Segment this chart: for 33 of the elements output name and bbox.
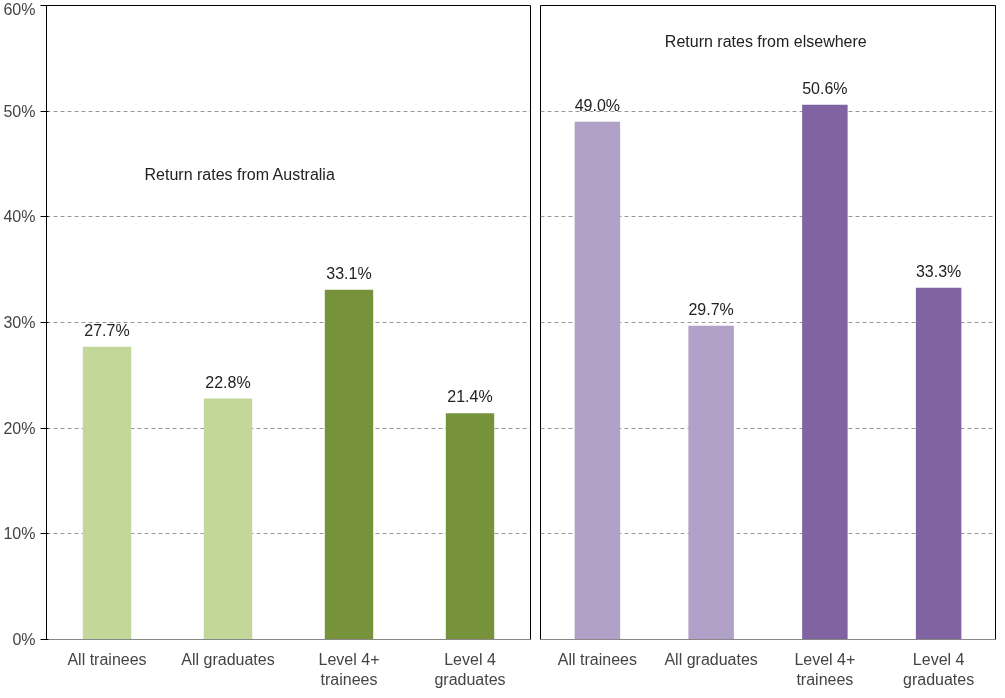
- bar: [688, 325, 734, 640]
- y-tick-label: 30%: [3, 314, 36, 331]
- y-tick-label: 0%: [12, 631, 36, 648]
- x-tick-label: Level 4 graduates: [434, 650, 506, 688]
- data-label: 49.0%: [574, 96, 621, 114]
- bar: [915, 287, 962, 640]
- x-tick-label: Level 4+ trainees: [794, 650, 856, 688]
- bar: [82, 346, 132, 640]
- x-tick-label: All trainees: [557, 650, 637, 668]
- data-label: 33.3%: [915, 262, 962, 280]
- y-tick-label: 40%: [3, 208, 36, 226]
- bar: [445, 413, 495, 640]
- data-label: 33.1%: [326, 264, 372, 282]
- y-tick-label: 50%: [3, 102, 36, 120]
- y-tick-label: 20%: [3, 419, 36, 437]
- bar: [802, 104, 848, 640]
- bar: [203, 398, 253, 640]
- data-label: 50.6%: [802, 79, 848, 97]
- y-tick-label: 60%: [3, 0, 36, 18]
- x-tick-label: All graduates: [664, 650, 758, 668]
- x-tick-label: Level 4+ trainees: [318, 650, 380, 688]
- x-tick-label: Level 4 graduates: [903, 650, 975, 688]
- data-label: 27.7%: [84, 321, 130, 339]
- x-tick-label: All graduates: [181, 650, 275, 668]
- bar: [324, 289, 374, 640]
- annotation: Return rates from Australia: [144, 166, 335, 184]
- data-label: 29.7%: [688, 300, 734, 318]
- data-label: 22.8%: [205, 373, 251, 391]
- data-label: 21.4%: [447, 388, 493, 406]
- annotation: Return rates from elsewhere: [664, 32, 867, 50]
- x-tick-label: All trainees: [67, 650, 147, 668]
- bar: [574, 121, 621, 640]
- y-tick-label: 10%: [3, 525, 36, 543]
